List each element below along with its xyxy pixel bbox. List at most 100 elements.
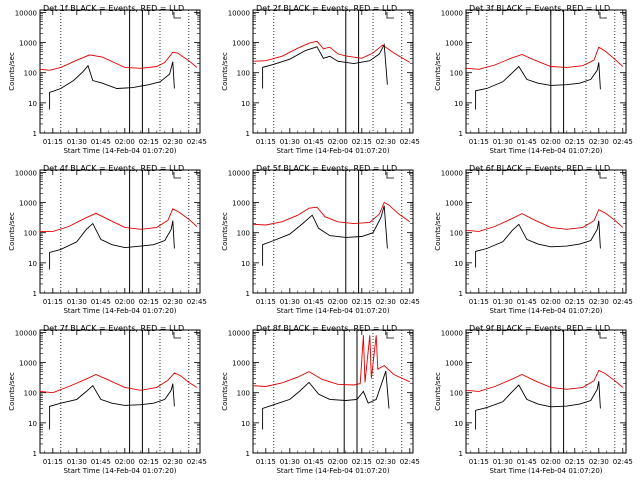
corner-marker — [386, 12, 394, 19]
y-axis-label: Counts/sec — [434, 212, 442, 251]
y-axis-label: Counts/sec — [8, 372, 16, 411]
y-tick-label: 10000 — [228, 169, 250, 177]
x-tick-label: 01:45 — [91, 458, 111, 466]
x-tick-label: 01:30 — [280, 298, 300, 306]
x-tick-label: 01:45 — [517, 298, 537, 306]
corner-marker — [173, 172, 181, 179]
corner-marker — [173, 332, 181, 339]
y-tick-label: 1 — [246, 450, 250, 458]
panel-title: Det 5f BLACK = Events, RED = LLD — [256, 164, 397, 173]
detector-panel: Det 9f BLACK = Events, RED = LLD 1 10 100 10… — [434, 324, 633, 475]
y-tick-label: 1000 — [19, 360, 37, 368]
x-tick-label: 02:00 — [115, 138, 135, 146]
y-tick-label: 100 — [237, 230, 250, 238]
x-tick-label: 02:00 — [328, 458, 348, 466]
x-tick-label: 02:15 — [139, 138, 159, 146]
x-tick-label: 02:45 — [187, 458, 207, 466]
y-tick-label: 10000 — [441, 329, 463, 337]
x-axis-label: Start Time (14-Feb-04 01:07:20) — [276, 467, 389, 475]
detector-panel: Det 5f BLACK = Events, RED = LLD 1 10 100 10… — [221, 164, 420, 315]
plot-frame — [465, 169, 627, 294]
x-tick-label: 01:15 — [469, 138, 489, 146]
y-tick-label: 10000 — [15, 169, 37, 177]
lld-series-line — [40, 208, 198, 232]
lld-series-line — [252, 201, 411, 226]
x-tick-label: 02:30 — [589, 458, 609, 466]
panel-title: Det 9f BLACK = Events, RED = LLD — [469, 324, 610, 333]
x-tick-label: 01:15 — [43, 298, 63, 306]
y-tick-label: 100 — [450, 70, 463, 78]
plot-frame — [39, 169, 201, 294]
x-tick-label: 02:15 — [565, 458, 585, 466]
events-series-line — [262, 205, 388, 266]
lld-series-line — [465, 46, 624, 70]
x-tick-label: 01:15 — [256, 458, 276, 466]
y-tick-label: 1000 — [19, 40, 37, 48]
y-tick-label: 1 — [246, 290, 250, 298]
x-tick-label: 01:30 — [67, 458, 87, 466]
panel-title: Det 6f BLACK = Events, RED = LLD — [469, 164, 610, 173]
y-tick-label: 100 — [450, 230, 463, 238]
detector-panel: Det 1f BLACK = Events, RED = LLD 1 10 100 10… — [8, 4, 207, 155]
y-tick-label: 100 — [24, 390, 37, 398]
y-axis-label: Counts/sec — [221, 212, 229, 251]
x-tick-label: 01:45 — [91, 138, 111, 146]
y-tick-label: 1 — [33, 130, 37, 138]
detector-panel: Det 2f BLACK = Events, RED = LLD 1 10 100 10… — [221, 4, 420, 155]
y-tick-label: 1 — [459, 290, 463, 298]
y-tick-label: 10000 — [441, 169, 463, 177]
y-tick-label: 100 — [24, 230, 37, 238]
y-tick-label: 10000 — [228, 9, 250, 17]
y-tick-label: 1 — [459, 450, 463, 458]
x-tick-label: 02:30 — [589, 298, 609, 306]
y-axis-label: Counts/sec — [221, 372, 229, 411]
y-axis-label: Counts/sec — [434, 52, 442, 91]
x-tick-label: 02:45 — [400, 458, 420, 466]
x-tick-label: 01:45 — [304, 298, 324, 306]
panel-title: Det 3f BLACK = Events, RED = LLD — [469, 4, 610, 13]
x-tick-label: 01:45 — [304, 458, 324, 466]
x-tick-label: 02:30 — [163, 458, 183, 466]
y-tick-label: 1000 — [19, 200, 37, 208]
y-tick-label: 10 — [454, 420, 463, 428]
x-tick-label: 01:30 — [493, 138, 513, 146]
y-tick-label: 100 — [24, 70, 37, 78]
plot-frame — [39, 9, 201, 134]
x-tick-label: 02:00 — [115, 298, 135, 306]
y-tick-label: 1000 — [445, 40, 463, 48]
x-tick-label: 01:15 — [43, 138, 63, 146]
x-tick-label: 02:30 — [163, 138, 183, 146]
x-tick-label: 02:30 — [589, 138, 609, 146]
detector-panel: Det 4f BLACK = Events, RED = LLD 1 10 100 10… — [8, 164, 207, 315]
x-tick-label: 01:30 — [280, 458, 300, 466]
detector-panel: Det 3f BLACK = Events, RED = LLD 1 10 100 10… — [434, 4, 633, 155]
panel-title: Det 4f BLACK = Events, RED = LLD — [43, 164, 184, 173]
x-tick-label: 02:00 — [541, 298, 561, 306]
y-tick-label: 10 — [241, 100, 250, 108]
events-series-line — [49, 61, 175, 110]
events-series-line — [475, 381, 601, 430]
plot-frame — [465, 9, 627, 134]
y-tick-label: 1000 — [232, 360, 250, 368]
x-tick-label: 01:45 — [517, 138, 537, 146]
plot-frame — [252, 329, 414, 454]
lld-series-line — [39, 51, 198, 71]
y-tick-label: 10000 — [15, 329, 37, 337]
y-tick-label: 10 — [28, 420, 37, 428]
corner-marker — [386, 172, 394, 179]
plot-frame — [465, 329, 627, 454]
x-tick-label: 02:00 — [541, 458, 561, 466]
y-tick-label: 10 — [241, 260, 250, 268]
events-series-line — [475, 62, 601, 110]
events-series-line — [262, 43, 388, 89]
corner-marker — [173, 12, 181, 19]
x-tick-label: 02:15 — [352, 298, 372, 306]
detector-panel: Det 8f BLACK = Events, RED = LLD 1 10 100 10… — [221, 324, 420, 475]
y-tick-label: 1000 — [445, 200, 463, 208]
x-tick-label: 02:45 — [400, 138, 420, 146]
x-tick-label: 01:45 — [517, 458, 537, 466]
x-tick-label: 01:15 — [469, 458, 489, 466]
lld-series-line — [465, 369, 624, 392]
